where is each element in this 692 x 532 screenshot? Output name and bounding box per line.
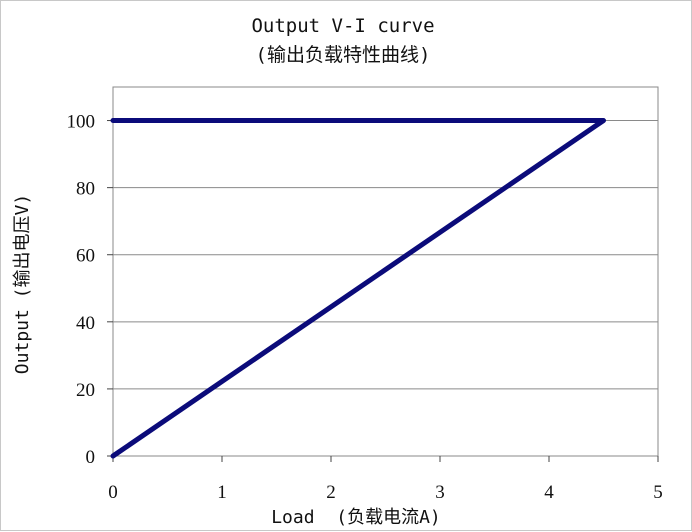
y-tick-label-0: 0	[86, 447, 96, 468]
x-tick-label-4: 4	[544, 482, 554, 503]
x-tick-label-2: 2	[326, 482, 336, 503]
series-layer	[110, 118, 606, 459]
y-axis-title: Output (输出电压V)	[12, 194, 33, 374]
chart-subtitle: (输出负载特性曲线)	[256, 44, 431, 66]
chart-title: Output V-I curve	[251, 15, 434, 37]
x-tick-label-0: 0	[108, 482, 118, 503]
y-tick-label-40: 40	[76, 313, 95, 334]
y-tick-label-60: 60	[76, 246, 95, 267]
y-axis-ticks: 0 20 40 60 80 100	[67, 112, 113, 468]
y-tick-label-100: 100	[67, 112, 96, 133]
y-tick-label-80: 80	[76, 179, 95, 200]
x-axis-title: Load (负载电流A)	[271, 507, 441, 528]
x-tick-label-3: 3	[435, 482, 445, 503]
x-tick-label-5: 5	[653, 482, 663, 503]
y-tick-label-20: 20	[76, 380, 95, 401]
x-axis-ticks: 0 1 2 3 4 5	[108, 456, 663, 503]
series-line-0	[110, 118, 606, 459]
x-tick-label-1: 1	[217, 482, 227, 503]
